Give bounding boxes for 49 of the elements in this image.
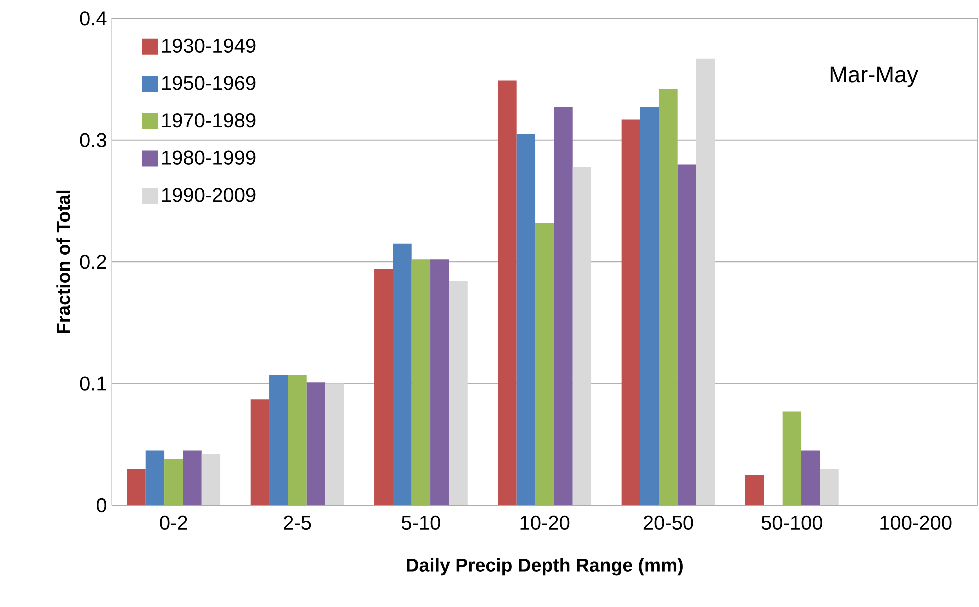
legend-label: 1970-1989	[162, 114, 256, 128]
bar	[430, 260, 450, 506]
x-tick-label: 20-50	[644, 516, 694, 530]
bar	[412, 260, 431, 506]
annotation: Mar-May	[830, 66, 918, 88]
bar	[326, 384, 344, 506]
bar	[270, 375, 288, 506]
y-tick-label: 0.3	[80, 133, 106, 148]
bar	[536, 223, 554, 506]
bar	[146, 450, 165, 506]
bar	[745, 475, 764, 506]
x-tick-label: 5-10	[402, 516, 440, 530]
y-tick-label: 0.1	[80, 376, 106, 391]
bar	[659, 89, 678, 506]
bar	[554, 108, 573, 506]
bar	[802, 450, 820, 506]
bar	[696, 58, 716, 506]
y-tick-label: 0.4	[80, 12, 107, 26]
bar	[183, 450, 202, 506]
bar	[498, 80, 517, 506]
bar	[820, 469, 839, 506]
x-tick-label: 2-5	[284, 516, 312, 530]
bar	[449, 282, 468, 506]
legend-label: 1930-1949	[162, 38, 256, 54]
bar	[678, 164, 697, 506]
bar	[202, 454, 221, 506]
x-tick-label: 0-2	[160, 516, 188, 530]
y-tick-label: 0	[96, 498, 107, 513]
bar	[572, 167, 592, 506]
x-tick-label: 50-100	[762, 516, 823, 530]
bar	[516, 134, 536, 506]
bar	[782, 412, 802, 506]
bar	[250, 400, 270, 506]
bar	[127, 469, 146, 506]
y-axis-title: Fraction of Total	[56, 191, 70, 334]
bar	[164, 459, 184, 506]
legend-label: 1950-1969	[162, 76, 256, 90]
y-tick-label: 0.2	[80, 255, 106, 270]
legend-label: 1990-2009	[162, 188, 256, 202]
bar	[306, 382, 326, 506]
x-tick-label: 10-20	[520, 516, 570, 530]
legend-label: 1980-1999	[162, 150, 256, 166]
x-tick-label: 100-200	[880, 516, 952, 530]
x-axis-title: Daily Precip Depth Range (mm)	[407, 558, 683, 576]
bar	[288, 375, 307, 506]
bar	[374, 269, 394, 506]
bar	[393, 244, 412, 506]
bar	[622, 120, 641, 506]
bar	[640, 108, 660, 506]
